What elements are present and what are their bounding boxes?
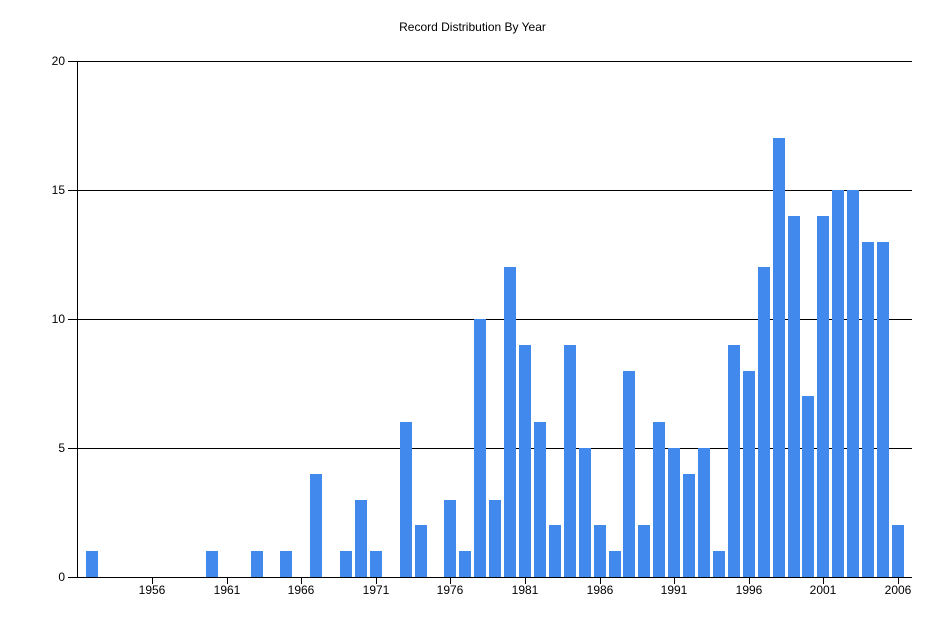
y-tick-20 — [68, 61, 77, 62]
bar-2003 — [847, 190, 859, 577]
x-tick-label-1966: 1966 — [287, 583, 315, 597]
bar-1988 — [623, 371, 635, 577]
bar-1984 — [564, 345, 576, 577]
y-tick-label-0: 0 — [58, 570, 65, 584]
bar-1992 — [683, 474, 695, 577]
bar-1967 — [310, 474, 322, 577]
x-tick-1961 — [227, 578, 228, 584]
bar-1965 — [280, 551, 292, 577]
y-tick-10 — [68, 319, 77, 320]
x-tick-1981 — [525, 578, 526, 584]
bar-1995 — [728, 345, 740, 577]
y-tick-label-10: 10 — [51, 312, 65, 326]
gridline-y-15 — [77, 190, 912, 191]
x-tick-label-1981: 1981 — [511, 583, 539, 597]
x-tick-label-1991: 1991 — [660, 583, 688, 597]
bar-1990 — [653, 422, 665, 577]
bar-2006 — [892, 525, 904, 577]
x-tick-label-2006: 2006 — [884, 583, 912, 597]
bar-1989 — [638, 525, 650, 577]
bar-2002 — [832, 190, 844, 577]
x-tick-1986 — [600, 578, 601, 584]
bar-1963 — [251, 551, 263, 577]
gridline-y-5 — [77, 448, 912, 449]
bar-2005 — [877, 242, 889, 577]
x-tick-label-1996: 1996 — [735, 583, 763, 597]
bar-1994 — [713, 551, 725, 577]
bar-1982 — [534, 422, 546, 577]
x-tick-label-1986: 1986 — [586, 583, 614, 597]
x-axis — [77, 577, 912, 578]
bar-1998 — [773, 138, 785, 577]
x-tick-label-1971: 1971 — [362, 583, 390, 597]
x-tick-2001 — [823, 578, 824, 584]
bar-2004 — [862, 242, 874, 577]
x-tick-2006 — [898, 578, 899, 584]
x-tick-label-1961: 1961 — [213, 583, 241, 597]
x-tick-label-1976: 1976 — [436, 583, 464, 597]
bar-1983 — [549, 525, 561, 577]
bar-1980 — [504, 267, 516, 577]
x-tick-1971 — [376, 578, 377, 584]
bar-1991 — [668, 448, 680, 577]
bar-2000 — [802, 396, 814, 577]
bar-1987 — [609, 551, 621, 577]
bar-1976 — [444, 500, 456, 577]
gridline-y-20 — [77, 61, 912, 62]
bar-1977 — [459, 551, 471, 577]
x-tick-1966 — [301, 578, 302, 584]
y-tick-15 — [68, 190, 77, 191]
bar-1960 — [206, 551, 218, 577]
y-axis — [77, 61, 78, 577]
bar-1952 — [86, 551, 98, 577]
bar-2001 — [817, 216, 829, 577]
bar-1993 — [698, 448, 710, 577]
y-tick-5 — [68, 448, 77, 449]
bar-1978 — [474, 319, 486, 577]
bar-1979 — [489, 500, 501, 577]
x-tick-label-1956: 1956 — [138, 583, 166, 597]
bar-1981 — [519, 345, 531, 577]
bar-1971 — [370, 551, 382, 577]
bar-1970 — [355, 500, 367, 577]
x-tick-1956 — [152, 578, 153, 584]
bar-1986 — [594, 525, 606, 577]
y-tick-label-15: 15 — [51, 183, 65, 197]
chart-title: Record Distribution By Year — [399, 20, 546, 34]
bar-1997 — [758, 267, 770, 577]
bar-1973 — [400, 422, 412, 577]
x-tick-1976 — [450, 578, 451, 584]
x-tick-1996 — [749, 578, 750, 584]
y-tick-0 — [68, 577, 77, 578]
gridline-y-10 — [77, 319, 912, 320]
bar-1969 — [340, 551, 352, 577]
bar-1974 — [415, 525, 427, 577]
bar-1985 — [579, 448, 591, 577]
bar-1996 — [743, 371, 755, 577]
x-tick-1991 — [674, 578, 675, 584]
bar-1999 — [788, 216, 800, 577]
x-tick-label-2001: 2001 — [809, 583, 837, 597]
y-tick-label-20: 20 — [51, 54, 65, 68]
y-tick-label-5: 5 — [58, 441, 65, 455]
